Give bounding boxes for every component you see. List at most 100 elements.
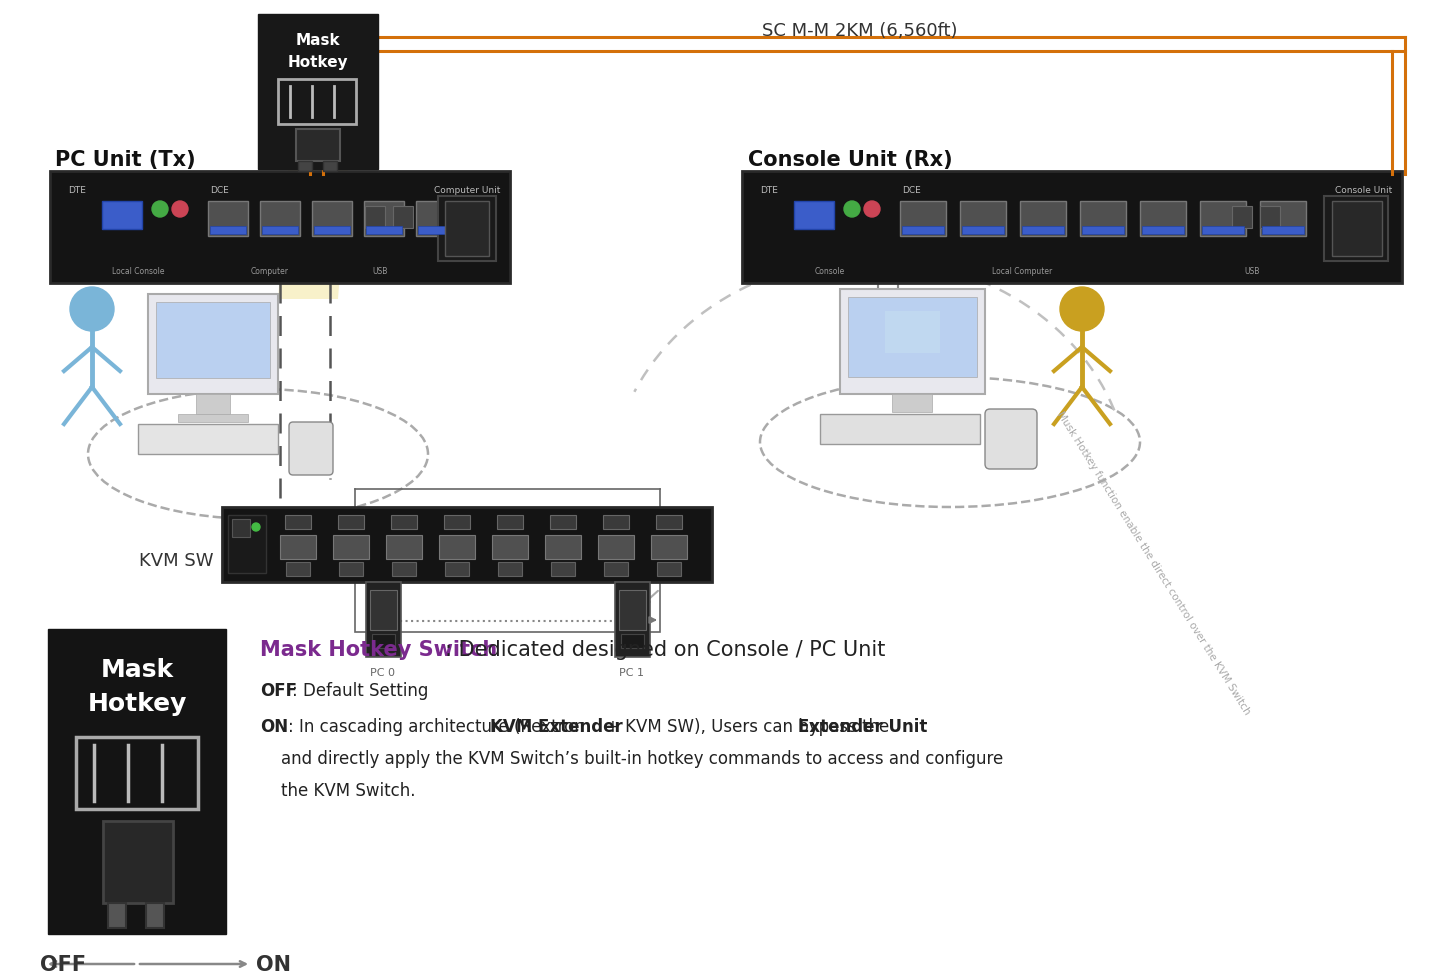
Bar bbox=[884, 312, 940, 354]
Bar bbox=[355, 583, 660, 633]
Bar bbox=[278, 80, 357, 125]
Text: Extender Unit: Extender Unit bbox=[798, 717, 928, 735]
Bar bbox=[821, 415, 980, 445]
Text: : Default Setting: : Default Setting bbox=[291, 682, 428, 699]
Text: USB: USB bbox=[1244, 267, 1260, 276]
Bar bbox=[339, 562, 362, 576]
Bar bbox=[48, 630, 226, 934]
Bar bbox=[900, 201, 945, 237]
Bar bbox=[1022, 227, 1064, 235]
Bar bbox=[961, 227, 1003, 235]
Bar bbox=[364, 201, 405, 237]
Bar bbox=[222, 508, 712, 583]
Bar bbox=[232, 519, 249, 538]
Bar bbox=[1080, 201, 1127, 237]
Bar bbox=[392, 562, 416, 576]
Circle shape bbox=[173, 201, 188, 218]
Bar bbox=[296, 130, 339, 161]
Bar bbox=[439, 535, 476, 559]
Bar bbox=[334, 535, 368, 559]
Bar bbox=[1232, 206, 1251, 229]
Bar bbox=[492, 535, 528, 559]
Circle shape bbox=[864, 201, 880, 218]
Text: and directly apply the KVM Switch’s built-in hotkey commands to access and confi: and directly apply the KVM Switch’s buil… bbox=[260, 749, 1003, 767]
Text: Hotkey: Hotkey bbox=[87, 691, 187, 715]
Bar bbox=[1260, 206, 1280, 229]
Bar bbox=[49, 172, 510, 284]
Bar bbox=[619, 591, 647, 631]
Bar bbox=[365, 583, 402, 657]
Text: Mask Hotkey Switch: Mask Hotkey Switch bbox=[260, 640, 497, 659]
FancyBboxPatch shape bbox=[985, 410, 1037, 469]
Text: Mask: Mask bbox=[100, 657, 174, 682]
Text: Mask: Mask bbox=[296, 33, 341, 48]
Bar bbox=[657, 562, 682, 576]
Text: DCE: DCE bbox=[210, 186, 229, 195]
Text: + KVM SW), Users can bypass the: + KVM SW), Users can bypass the bbox=[606, 717, 895, 735]
Bar bbox=[545, 535, 581, 559]
Bar bbox=[262, 227, 299, 235]
Text: PC 0: PC 0 bbox=[371, 667, 396, 678]
Bar bbox=[742, 172, 1402, 284]
Bar bbox=[1082, 227, 1124, 235]
Bar bbox=[795, 201, 834, 230]
Text: Computer: Computer bbox=[251, 267, 289, 276]
Text: : Dedicated designed on Console / PC Unit: : Dedicated designed on Console / PC Uni… bbox=[445, 640, 886, 659]
Text: KVM SW: KVM SW bbox=[139, 552, 215, 569]
Bar bbox=[260, 201, 300, 237]
Bar bbox=[148, 294, 278, 394]
Bar bbox=[312, 201, 352, 237]
Text: Console: Console bbox=[815, 267, 845, 276]
Bar bbox=[107, 903, 126, 928]
Text: the KVM Switch.: the KVM Switch. bbox=[260, 781, 416, 799]
Bar bbox=[960, 201, 1006, 237]
Text: DCE: DCE bbox=[902, 186, 921, 195]
Bar bbox=[892, 394, 932, 413]
Bar bbox=[438, 197, 496, 262]
Bar bbox=[157, 302, 270, 378]
Bar bbox=[615, 583, 650, 657]
Bar bbox=[497, 562, 522, 576]
Bar bbox=[1262, 227, 1304, 235]
Circle shape bbox=[152, 201, 168, 218]
Bar bbox=[210, 227, 246, 235]
Text: OFF: OFF bbox=[260, 682, 297, 699]
Bar bbox=[416, 201, 455, 237]
Bar bbox=[386, 535, 422, 559]
Bar bbox=[286, 562, 310, 576]
Bar bbox=[178, 415, 248, 422]
Bar bbox=[840, 289, 985, 394]
Bar bbox=[550, 515, 576, 529]
Bar bbox=[445, 201, 489, 257]
Text: Musk Hotkey function enable the direct control over the KVM Switch: Musk Hotkey function enable the direct c… bbox=[1056, 409, 1251, 716]
Bar bbox=[103, 822, 173, 903]
Bar bbox=[102, 201, 142, 230]
Bar bbox=[196, 394, 231, 415]
Bar bbox=[1333, 201, 1382, 257]
Bar bbox=[605, 562, 628, 576]
Bar bbox=[373, 635, 394, 648]
Bar bbox=[848, 297, 977, 378]
Bar bbox=[286, 515, 310, 529]
FancyBboxPatch shape bbox=[289, 422, 334, 475]
Text: ON: ON bbox=[257, 954, 291, 974]
Bar bbox=[392, 515, 418, 529]
Bar bbox=[1202, 227, 1244, 235]
Text: Computer Unit: Computer Unit bbox=[434, 186, 500, 195]
Text: Local Console: Local Console bbox=[112, 267, 164, 276]
Text: DTE: DTE bbox=[760, 186, 777, 195]
Bar bbox=[370, 591, 397, 631]
Bar bbox=[75, 737, 199, 809]
Text: PC Unit (Tx): PC Unit (Tx) bbox=[55, 150, 196, 170]
Bar bbox=[338, 515, 364, 529]
Text: ON: ON bbox=[260, 717, 289, 735]
Bar bbox=[258, 15, 378, 170]
Bar bbox=[651, 535, 687, 559]
Bar bbox=[365, 227, 402, 235]
Bar bbox=[146, 903, 164, 928]
Bar bbox=[323, 161, 336, 172]
Bar bbox=[603, 515, 629, 529]
Text: Console Unit: Console Unit bbox=[1335, 186, 1392, 195]
Text: Console Unit (Rx): Console Unit (Rx) bbox=[748, 150, 953, 170]
Bar bbox=[444, 515, 470, 529]
